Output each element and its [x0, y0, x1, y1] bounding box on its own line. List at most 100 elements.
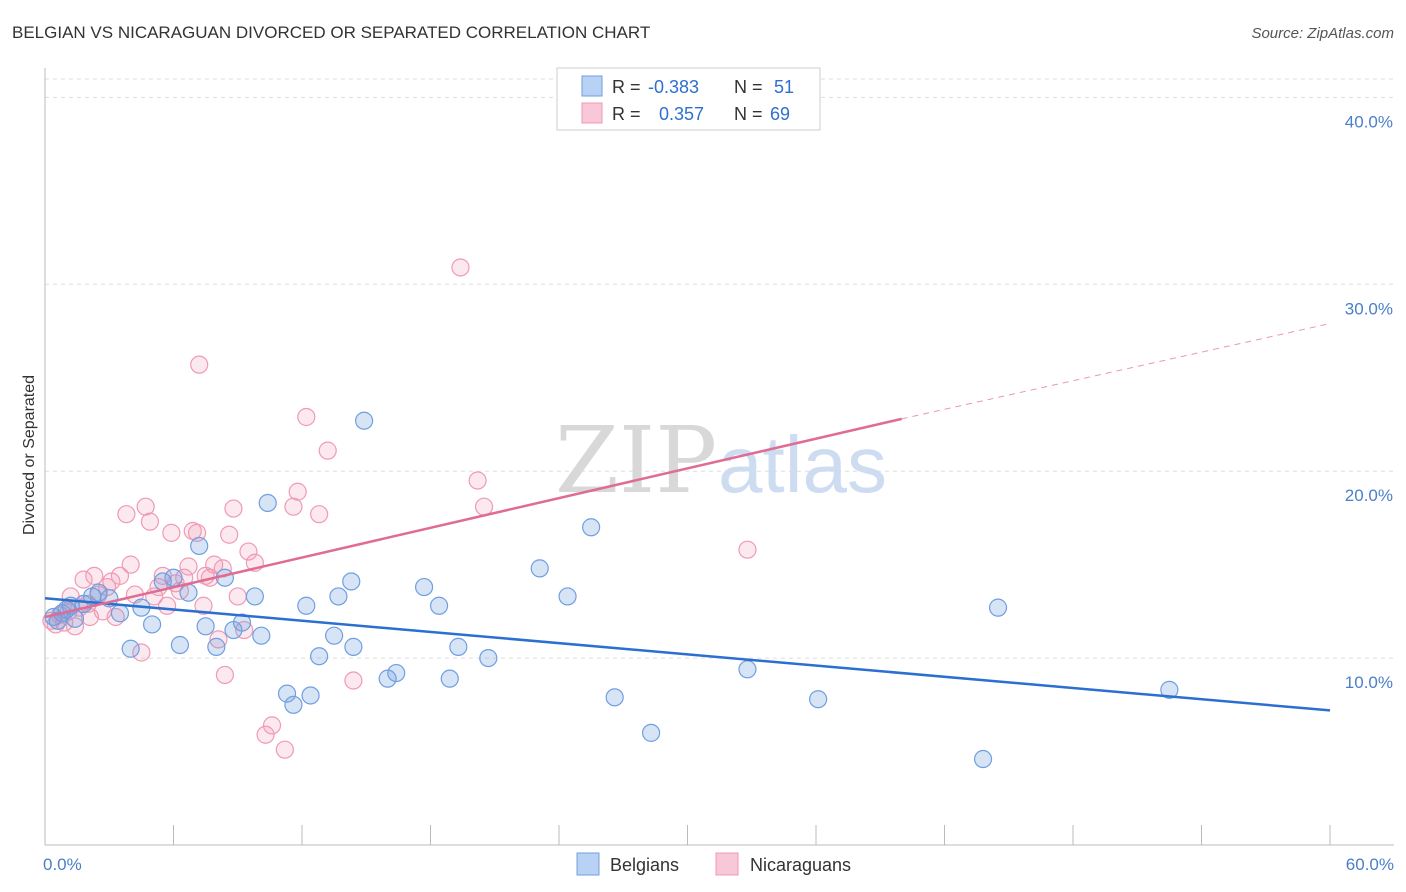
belgian-point-50 — [809, 690, 828, 709]
y-tick-label-0: 10.0% — [1345, 673, 1393, 692]
bottom-legend-label-belgians: Belgians — [610, 855, 679, 875]
nicaraguan-point-59 — [468, 471, 487, 490]
y-tick-label-1: 20.0% — [1345, 486, 1393, 505]
nicaraguan-point-56 — [318, 441, 337, 460]
nicaraguan-point-40 — [209, 630, 228, 649]
belgian-point-8 — [89, 583, 108, 602]
belgian-point-5 — [65, 609, 85, 628]
nicaraguan-point-22 — [136, 497, 155, 516]
chart-title: BELGIAN VS NICARAGUAN DIVORCED OR SEPARA… — [12, 23, 650, 42]
belgian-point-20 — [207, 637, 226, 656]
belgian-point-34 — [342, 572, 361, 591]
belgian-point-41 — [440, 669, 459, 688]
belgian-point-13 — [142, 615, 162, 634]
y-tick-label-3: 40.0% — [1345, 112, 1393, 131]
nicaraguan-point-8 — [74, 570, 93, 589]
nicaraguan-point-42 — [215, 665, 234, 685]
nicaraguan-point-18 — [117, 505, 136, 524]
tick-labels: 10.0% 20.0% 30.0% 40.0% 0.0% 60.0% — [43, 112, 1394, 874]
belgian-point-15 — [164, 568, 183, 587]
nicaraguan-point-57 — [344, 671, 363, 690]
belgian-point-16 — [170, 635, 190, 655]
nicaraguan-point-17 — [110, 566, 130, 585]
belgian-point-49 — [738, 660, 757, 679]
nicaraguan-point-6 — [65, 617, 85, 636]
x-tick-label-1: 60.0% — [1346, 855, 1394, 874]
legend-n-value-1: 51 — [774, 77, 794, 97]
nicaraguan-point-47 — [239, 542, 258, 561]
nicaraguan-point-44 — [224, 499, 243, 518]
belgian-point-33 — [329, 587, 348, 606]
chart-source: Source: ZipAtlas.com — [1251, 25, 1394, 42]
nicaraguan-trend-line — [44, 417, 902, 619]
x-tick-label-0: 0.0% — [43, 855, 82, 874]
nicaraguan-point-11 — [85, 566, 104, 585]
belgian-point-45 — [558, 587, 577, 606]
bottom-legend-label-nicaraguans: Nicaraguans — [750, 855, 851, 875]
nicaraguan-point-54 — [297, 407, 316, 427]
belgian-point-39 — [414, 577, 434, 597]
belgian-point-27 — [277, 684, 297, 703]
nicaraguan-point-21 — [132, 643, 151, 662]
belgian-point-24 — [245, 587, 264, 606]
belgian-point-38 — [387, 663, 406, 683]
bottom-legend-swatch-belgians — [576, 852, 600, 876]
belgian-point-31 — [310, 647, 329, 666]
legend-n-label-2: N = — [734, 104, 763, 124]
nicaraguan-point-43 — [220, 525, 239, 544]
legend-swatch-belgians — [581, 75, 603, 97]
belgian-point-32 — [325, 626, 344, 645]
legend-r-label-2: R = — [612, 104, 641, 124]
y-tick-label-2: 30.0% — [1345, 299, 1393, 318]
belgian-point-19 — [196, 617, 215, 636]
nicaraguan-point-50 — [262, 716, 282, 735]
watermark: ZIP atlas — [555, 407, 887, 514]
nicaraguan-point-36 — [194, 596, 213, 615]
belgian-point-46 — [582, 518, 601, 537]
nicaraguan-point-55 — [310, 505, 329, 524]
nicaraguan-point-53 — [288, 482, 307, 501]
nicaraguan-point-52 — [284, 497, 303, 516]
legend-n-value-2: 69 — [770, 104, 790, 124]
belgian-point-42 — [449, 637, 468, 656]
legend-n-label-1: N = — [734, 77, 763, 97]
belgian-point-51 — [973, 749, 993, 769]
nicaraguan-point-61 — [738, 540, 757, 559]
nicaraguan-point-23 — [140, 512, 160, 531]
belgian-point-47 — [605, 688, 624, 707]
nicaraguan-point-51 — [275, 740, 294, 759]
nicaraguan-point-35 — [190, 355, 209, 374]
belgian-point-52 — [988, 598, 1008, 617]
belgian-point-40 — [429, 596, 449, 615]
nicaraguan-point-31 — [175, 568, 194, 587]
belgian-point-53 — [1160, 680, 1179, 699]
belgian-point-25 — [252, 626, 271, 645]
belgian-point-43 — [479, 648, 498, 668]
nicaraguan-point-46 — [235, 620, 254, 640]
watermark-zip: ZIP — [555, 407, 717, 514]
nicaraguan-point-58 — [451, 258, 470, 277]
belgian-trend-line — [44, 597, 1331, 712]
nicaraguan-point-32 — [179, 557, 198, 576]
nicaraguan-point-27 — [157, 596, 177, 615]
nicaraguan-point-45 — [228, 587, 247, 606]
belgian-point-35 — [344, 637, 363, 656]
legend-swatch-nicaraguans — [581, 102, 603, 124]
nicaraguan-trend-line-extension — [901, 323, 1331, 420]
belgian-point-36 — [355, 411, 374, 430]
belgian-point-17 — [179, 583, 198, 602]
legend-r-value-2: 0.357 — [659, 104, 704, 124]
bottom-legend: Belgians Nicaraguans — [576, 852, 851, 876]
nicaraguan-point-60 — [474, 497, 494, 516]
belgian-point-23 — [232, 613, 252, 632]
legend-r-value-1: -0.383 — [648, 77, 699, 97]
legend-r-label-1: R = — [612, 77, 641, 97]
belgian-point-48 — [641, 723, 661, 742]
belgian-point-10 — [110, 604, 130, 623]
legend: R = -0.383 N = 51 R = 0.357 N = 69 — [556, 67, 821, 131]
y-axis-label: Divorced or Separated — [21, 375, 38, 535]
belgian-point-44 — [530, 559, 549, 578]
nicaraguan-point-49 — [256, 725, 275, 744]
belgian-point-11 — [121, 639, 140, 658]
belgian-point-29 — [297, 596, 316, 615]
